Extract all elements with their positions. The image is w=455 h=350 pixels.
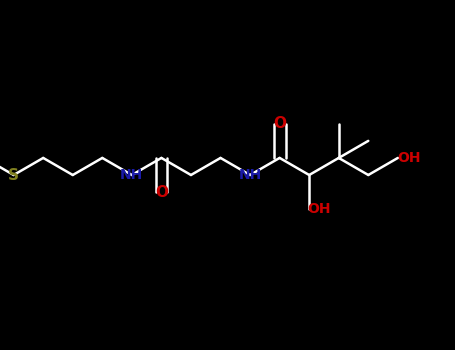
Text: OH: OH [398, 151, 421, 165]
Text: NH: NH [238, 168, 262, 182]
Text: S: S [8, 168, 19, 182]
Text: O: O [155, 184, 168, 200]
Text: O: O [273, 116, 286, 131]
Text: OH: OH [308, 202, 331, 216]
Text: NH: NH [120, 168, 143, 182]
